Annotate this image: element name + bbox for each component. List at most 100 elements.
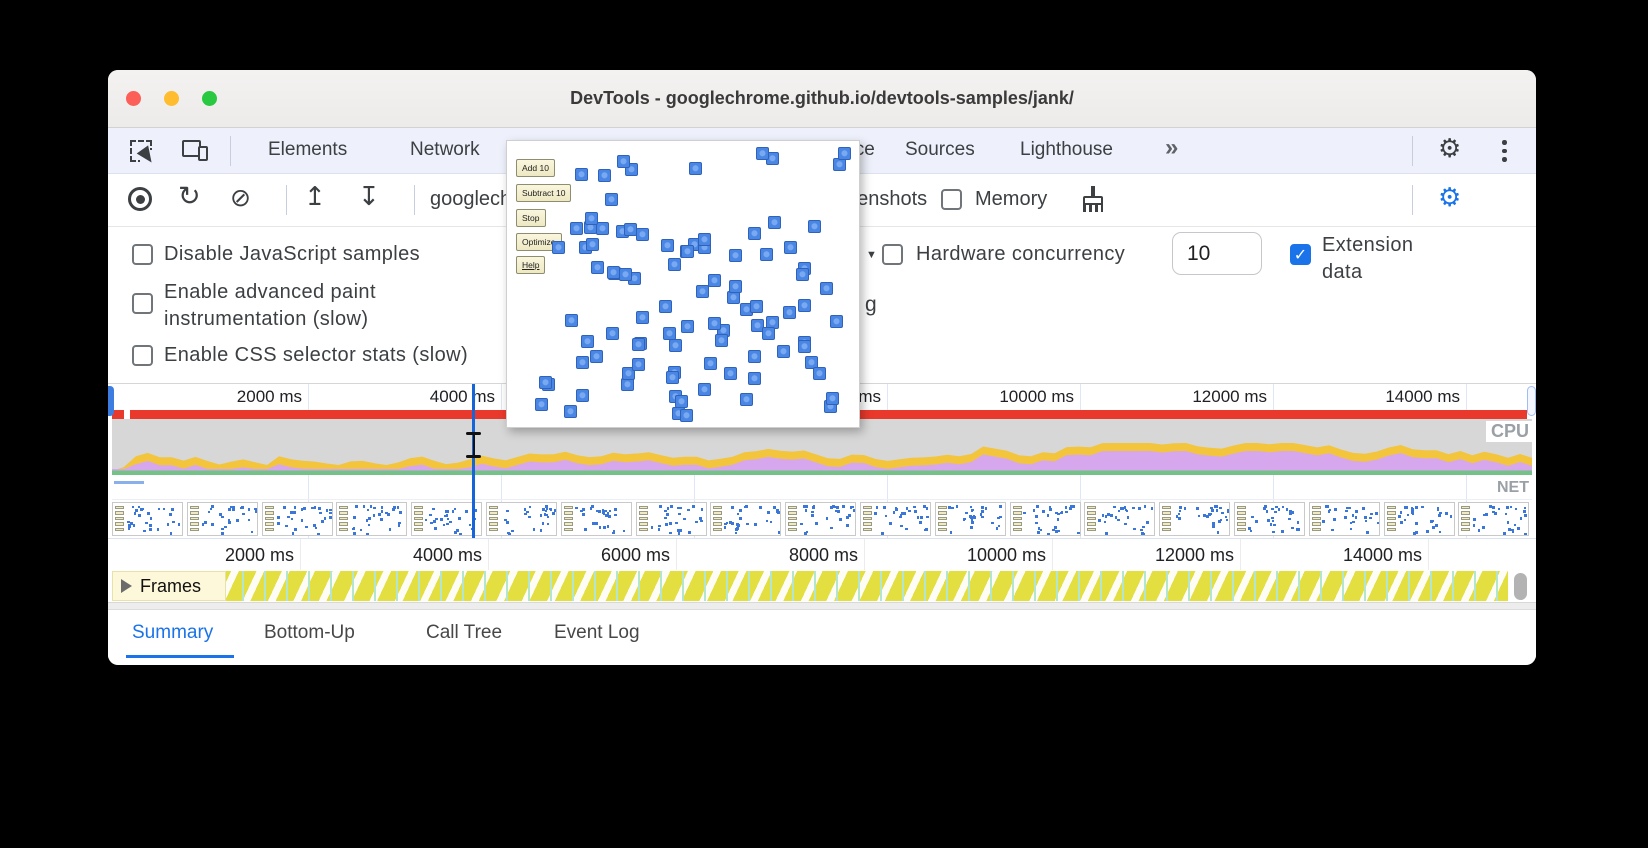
disable-js-samples-checkbox[interactable] bbox=[132, 244, 153, 265]
thumbnail-dot bbox=[738, 517, 742, 521]
filmstrip-thumbnail[interactable] bbox=[785, 502, 857, 536]
hardware-concurrency-input[interactable] bbox=[1172, 232, 1262, 275]
clear-button[interactable]: ⊘ bbox=[230, 183, 251, 212]
filmstrip-thumbnail[interactable] bbox=[1159, 502, 1231, 536]
thumbnail-dot bbox=[1070, 505, 1073, 508]
hardware-concurrency-checkbox[interactable] bbox=[882, 244, 903, 265]
inspect-element-icon[interactable] bbox=[130, 140, 158, 167]
record-dot bbox=[135, 194, 145, 204]
filmstrip-thumbnail[interactable] bbox=[411, 502, 483, 536]
filmstrip-thumbnail[interactable] bbox=[710, 502, 782, 536]
cpu-throttling-dropdown-arrow[interactable]: ▼ bbox=[866, 249, 877, 261]
thumbnail-dot bbox=[664, 523, 668, 526]
extension-data-checkbox[interactable]: ✓ bbox=[1290, 244, 1311, 265]
window-titlebar[interactable]: DevTools - googlechrome.github.io/devtoo… bbox=[108, 70, 1536, 128]
thumbnail-dot bbox=[622, 529, 626, 533]
settings-gear-icon[interactable]: ⚙ bbox=[1438, 134, 1462, 164]
filmstrip-thumbnail[interactable] bbox=[112, 502, 183, 536]
tab-event-log[interactable]: Event Log bbox=[554, 622, 640, 643]
network-throttling-text-fragment[interactable]: g bbox=[865, 293, 877, 316]
thumbnail-button-shape bbox=[563, 506, 573, 510]
tab-network[interactable]: Network bbox=[410, 139, 480, 160]
overview-cursor-line[interactable] bbox=[472, 384, 475, 538]
thumbnail-dot bbox=[1214, 505, 1218, 508]
thumbnail-dot bbox=[545, 505, 548, 508]
filmstrip-thumbnail[interactable] bbox=[1234, 502, 1305, 536]
thumbnail-dot bbox=[677, 512, 681, 516]
filmstrip-thumbnail[interactable] bbox=[486, 502, 557, 536]
device-toolbar-icon[interactable] bbox=[182, 140, 208, 161]
capture-settings-gear-icon[interactable]: ⚙ bbox=[1438, 183, 1462, 213]
thumbnail-dot bbox=[1376, 521, 1379, 525]
thumbnail-dot bbox=[1504, 512, 1508, 516]
filmstrip-thumbnail[interactable] bbox=[860, 502, 931, 536]
ruler-label: 8000 ms bbox=[788, 545, 858, 565]
tab-bottom-up[interactable]: Bottom-Up bbox=[264, 622, 355, 643]
hardware-concurrency-label[interactable]: Hardware concurrency bbox=[916, 243, 1126, 265]
tab-lighthouse[interactable]: Lighthouse bbox=[1020, 139, 1113, 160]
filmstrip-thumbnail[interactable] bbox=[186, 502, 258, 536]
thumbnail-dot bbox=[948, 506, 951, 509]
thumbnail-button-shape bbox=[563, 511, 573, 515]
thumbnail-dot bbox=[277, 515, 280, 519]
maximize-button[interactable] bbox=[202, 91, 217, 106]
close-button[interactable] bbox=[126, 91, 141, 106]
collect-garbage-icon[interactable] bbox=[1080, 186, 1106, 214]
thumbnail-dot bbox=[149, 517, 153, 520]
filmstrip-thumbnail[interactable] bbox=[261, 502, 333, 536]
load-profile-icon[interactable]: ↥ bbox=[304, 182, 326, 212]
vertical-scrollbar-thumb[interactable] bbox=[1514, 573, 1527, 600]
tab-sources[interactable]: Sources bbox=[905, 139, 975, 160]
filmstrip-thumbnail[interactable] bbox=[1009, 502, 1081, 536]
frames-track[interactable] bbox=[112, 571, 1508, 601]
tab-call-tree[interactable]: Call Tree bbox=[426, 622, 503, 643]
thumbnail-dot bbox=[359, 528, 363, 532]
memory-checkbox[interactable] bbox=[941, 189, 962, 210]
memory-label[interactable]: Memory bbox=[975, 188, 1048, 210]
thumbnail-dot bbox=[895, 508, 898, 512]
thumbnail-button-shape bbox=[863, 516, 872, 521]
thumbnail-dot bbox=[300, 508, 304, 511]
preview-blue-square bbox=[666, 370, 680, 384]
advanced-paint-label[interactable]: Enable advanced paint instrumentation (s… bbox=[164, 281, 376, 330]
more-tabs-button[interactable]: » bbox=[1165, 134, 1178, 161]
filmstrip-thumbnail[interactable] bbox=[1383, 502, 1455, 536]
thumbnail-button-shape bbox=[563, 516, 573, 521]
css-selector-stats-label[interactable]: Enable CSS selector stats (slow) bbox=[164, 344, 469, 366]
filmstrip-thumbnail[interactable] bbox=[1458, 502, 1530, 536]
thumbnail-dot bbox=[133, 512, 137, 515]
filmstrip-thumbnail[interactable] bbox=[1084, 502, 1156, 536]
thumbnail-dot bbox=[1375, 512, 1378, 515]
minimize-button[interactable] bbox=[164, 91, 179, 106]
thumbnail-dot bbox=[1109, 514, 1113, 517]
thumbnail-dot bbox=[523, 508, 527, 511]
thumbnail-dot bbox=[1060, 510, 1064, 514]
ruler-label: 10000 ms bbox=[966, 545, 1046, 565]
tab-summary[interactable]: Summary bbox=[132, 622, 214, 643]
thumbnail-button-shape bbox=[339, 511, 349, 515]
tab-elements[interactable]: Elements bbox=[268, 139, 348, 160]
frames-expander[interactable]: Frames bbox=[112, 571, 226, 601]
filmstrip-thumbnail[interactable] bbox=[1308, 502, 1380, 536]
thumbnail-dot bbox=[430, 521, 433, 525]
thumbnail-button-shape bbox=[264, 506, 274, 510]
extension-data-label[interactable]: Extension data bbox=[1322, 234, 1414, 283]
advanced-paint-checkbox[interactable] bbox=[132, 293, 153, 314]
filmstrip-thumbnail[interactable] bbox=[934, 502, 1006, 536]
record-button[interactable] bbox=[128, 187, 152, 211]
kebab-menu-icon[interactable] bbox=[1502, 140, 1507, 162]
filmstrip-thumbnail[interactable] bbox=[635, 502, 707, 536]
save-profile-icon[interactable]: ↧ bbox=[358, 182, 380, 212]
filmstrip-thumbnail[interactable] bbox=[560, 502, 632, 536]
preview-blue-square bbox=[636, 311, 650, 325]
thumbnail-dot bbox=[396, 506, 400, 509]
thumbnail-dot bbox=[1435, 524, 1438, 527]
disable-js-samples-label[interactable]: Disable JavaScript samples bbox=[164, 243, 421, 265]
overview-right-handle[interactable] bbox=[1527, 386, 1536, 416]
overview-left-handle[interactable] bbox=[108, 386, 114, 416]
filmstrip-thumbnail[interactable] bbox=[336, 502, 408, 536]
thumbnail-dot bbox=[811, 514, 814, 517]
css-selector-stats-checkbox[interactable] bbox=[132, 345, 153, 366]
thumbnail-dot bbox=[1227, 510, 1230, 513]
reload-and-record-button[interactable]: ↻ bbox=[178, 181, 201, 212]
